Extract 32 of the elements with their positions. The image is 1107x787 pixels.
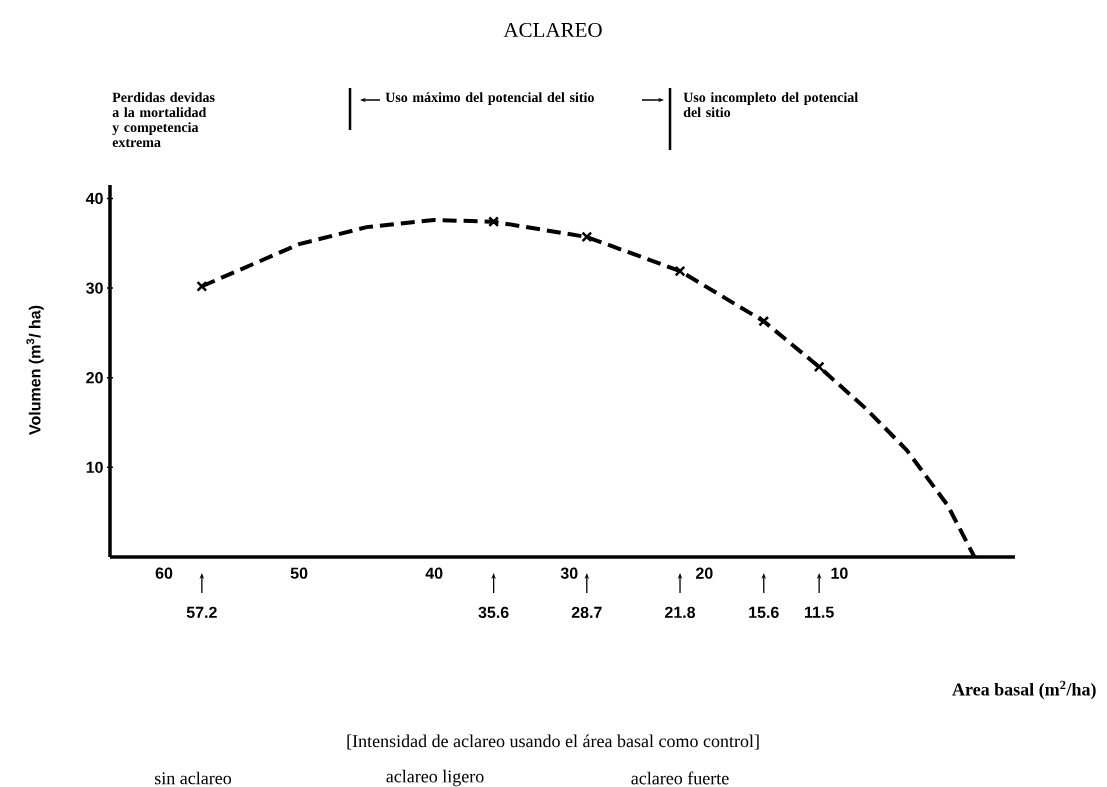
- y-tick-label: 30: [86, 282, 103, 294]
- x-tick-label: 10: [831, 567, 848, 579]
- text: [Intensidad de aclareo usando el área basal como control]: [347, 734, 759, 750]
- x2-tick-label: 21.8: [664, 606, 696, 618]
- point: [758, 315, 770, 327]
- x2-tick-label: 15.6: [749, 606, 779, 618]
- x2-tick-label: 11.5: [805, 606, 834, 618]
- x-tick-label: 30: [560, 567, 578, 579]
- x-axis-title: Area basal (m$^{2}$/ha): [952, 680, 1096, 700]
- y-tick-label: 20: [86, 372, 103, 384]
- y-tick-label: 40: [85, 192, 103, 205]
- point: [813, 361, 825, 373]
- x-tick-label: 40: [425, 567, 443, 579]
- text: Uso máximo del potencial del sitio: [385, 92, 594, 105]
- chart-title: ACLAREO: [503, 22, 602, 38]
- y-tick-label: 10: [86, 461, 103, 474]
- point: [488, 216, 500, 228]
- point: [196, 280, 208, 292]
- x2-tick-label: 57.2: [186, 606, 217, 618]
- text: sin aclareo: [155, 771, 232, 785]
- text: aclareo fuerte: [631, 771, 729, 785]
- x2-tick-label: 28.7: [571, 606, 602, 618]
- point: [674, 265, 686, 277]
- point: [581, 231, 593, 243]
- x2-tick-label: 35.6: [478, 606, 509, 619]
- x-tick-label: 50: [290, 567, 308, 579]
- text: Perdidas devidas a la mortalidad y competencia extrema: [112, 92, 215, 148]
- text: Uso incompleto del potencial del sitio: [683, 92, 858, 118]
- x-tick-label: 20: [695, 567, 713, 579]
- text: aclareo ligero: [386, 769, 484, 787]
- y-axis-title: Volumen (m$^{3}$/ ha): [26, 305, 44, 435]
- x-tick-label: 60: [155, 567, 173, 579]
